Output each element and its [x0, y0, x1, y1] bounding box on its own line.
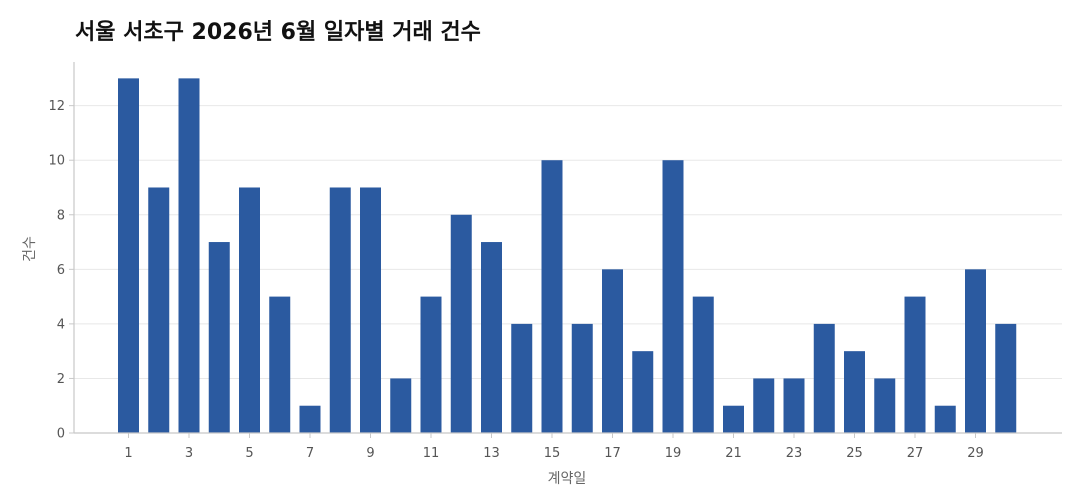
x-axis-title: 계약일 — [548, 471, 587, 487]
bar — [239, 187, 260, 433]
bar — [692, 296, 714, 433]
bar — [995, 323, 1017, 433]
bar — [269, 296, 291, 433]
bar — [904, 296, 926, 433]
chart-title: 서울 서초구 2026년 6월 일자별 거래 건수 — [75, 20, 481, 45]
x-tick-label: 27 — [907, 446, 924, 461]
bar — [571, 323, 593, 433]
y-tick-label: 4 — [57, 317, 65, 332]
y-tick-label: 6 — [57, 263, 65, 278]
bar — [450, 214, 472, 433]
bar — [299, 405, 321, 433]
bar — [481, 242, 502, 433]
x-tick-label: 17 — [604, 446, 621, 461]
y-tick-label: 2 — [57, 372, 65, 387]
y-tick-label: 0 — [57, 427, 65, 442]
bar — [329, 187, 351, 433]
x-tick-label: 21 — [725, 446, 742, 461]
bars — [118, 78, 1017, 434]
bar — [148, 187, 170, 433]
bar — [632, 351, 654, 433]
bar — [511, 323, 533, 433]
bar — [723, 405, 744, 433]
bar — [783, 378, 805, 433]
x-tick-label: 25 — [846, 446, 863, 461]
bar — [390, 378, 412, 433]
bar — [178, 78, 200, 433]
bar — [844, 351, 865, 433]
x-tick-label: 23 — [786, 446, 803, 461]
bar — [208, 242, 230, 433]
x-tick-label: 5 — [245, 446, 253, 461]
x-tick-label: 15 — [544, 446, 561, 461]
bar — [934, 405, 956, 433]
x-tick-label: 19 — [665, 446, 682, 461]
x-tick-label: 11 — [423, 446, 440, 461]
y-tick-label: 12 — [48, 99, 65, 114]
bar — [662, 160, 684, 434]
x-tick-label: 29 — [967, 446, 984, 461]
bar — [602, 269, 623, 433]
bar — [965, 269, 986, 433]
x-tick-label: 1 — [124, 446, 132, 461]
x-tick-label: 3 — [185, 446, 193, 461]
x-tick-label: 9 — [366, 446, 374, 461]
bar — [420, 296, 442, 433]
gridlines — [74, 105, 1062, 379]
y-tick-label: 8 — [57, 208, 65, 223]
y-tick-label: 10 — [48, 154, 65, 169]
x-tick-label: 13 — [483, 446, 500, 461]
bar — [541, 160, 563, 434]
bar — [118, 78, 139, 433]
bar — [753, 378, 775, 433]
bar — [360, 187, 381, 433]
bar — [813, 323, 835, 433]
y-axis-title: 건수 — [22, 236, 38, 262]
x-tick-label: 7 — [306, 446, 314, 461]
bar — [874, 378, 896, 433]
